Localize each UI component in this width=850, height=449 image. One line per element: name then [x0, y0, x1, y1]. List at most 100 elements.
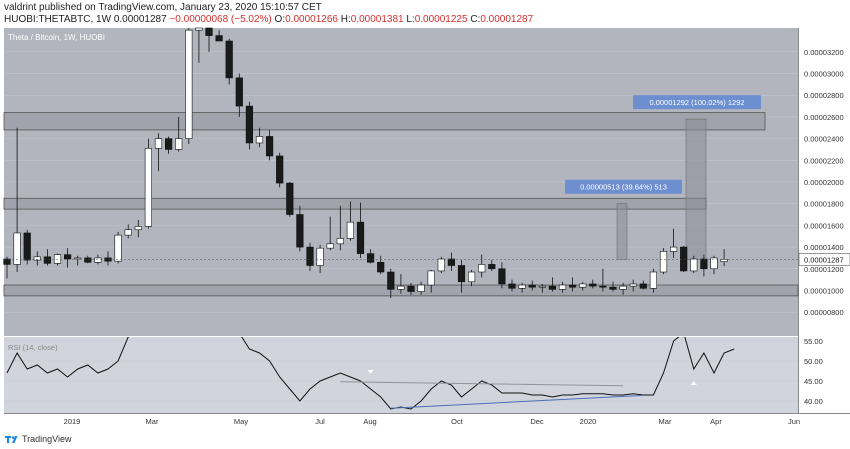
- price-tick-label: 0.00003200: [804, 48, 844, 57]
- candle-body: [13, 232, 21, 265]
- candle-body: [478, 264, 486, 273]
- candle-body: [306, 246, 314, 266]
- price-axis[interactable]: [798, 28, 850, 413]
- measure-range: [616, 203, 628, 260]
- candle-body: [407, 285, 415, 292]
- brand-name: TradingView: [22, 434, 72, 444]
- candle-body: [649, 271, 657, 289]
- candle-body: [235, 77, 243, 107]
- price-tick-label: 0.00001000: [804, 286, 844, 295]
- time-tick-label: 2020: [580, 417, 597, 426]
- up-arrow-marker: [690, 381, 697, 385]
- candle-body: [397, 285, 405, 290]
- last-price-label: 0.00001287: [804, 255, 844, 264]
- candle-body: [3, 258, 11, 265]
- time-tick-label: 2019: [64, 417, 81, 426]
- price-tick-label: 0.00000800: [804, 308, 844, 317]
- change: −0.00000068 (−5.02%): [169, 14, 272, 25]
- candle-body: [245, 105, 254, 144]
- candle-body: [165, 138, 173, 150]
- rsi-tick-label: 45.00: [804, 377, 823, 386]
- down-arrow-marker: [367, 370, 374, 374]
- candle-body: [528, 284, 536, 288]
- candle-body: [43, 256, 51, 264]
- time-tick-label: Aug: [363, 417, 376, 426]
- price-tick-label: 0.00002800: [804, 91, 844, 100]
- candle-body: [538, 285, 546, 288]
- candle-body: [144, 148, 153, 227]
- candle-body: [629, 283, 637, 287]
- candle-body: [23, 232, 31, 261]
- candle-body: [316, 247, 324, 266]
- time-tick-label: Jul: [315, 417, 325, 426]
- candle-body: [447, 258, 456, 266]
- time-tick-label: Mar: [146, 417, 159, 426]
- price-tick-label: 0.00001200: [804, 265, 844, 274]
- low-value: 0.00001225: [414, 14, 468, 25]
- candle-body: [366, 253, 375, 263]
- price-tick-label: 0.00002600: [804, 113, 844, 122]
- price-tick-label: 0.00002200: [804, 156, 844, 165]
- candle-body: [94, 257, 102, 263]
- candle-body: [195, 27, 203, 31]
- time-tick-label: Apr: [710, 417, 722, 426]
- candle-body: [690, 258, 698, 272]
- candle-body: [74, 257, 82, 260]
- measure-label-box: [565, 179, 682, 194]
- candle-body: [64, 254, 72, 260]
- candle-body: [720, 259, 728, 262]
- measure-label: 0.00001292 (100.02%) 1292: [649, 98, 744, 107]
- l-label: L:: [406, 14, 415, 25]
- rsi-tick-label: 55.00: [804, 337, 823, 346]
- candle-body: [457, 265, 466, 283]
- price-tick-label: 0.00003000: [804, 70, 844, 79]
- candle-body: [215, 35, 223, 42]
- candle-body: [579, 283, 587, 288]
- price-tick-label: 0.00001400: [804, 243, 844, 252]
- candle-body: [437, 258, 445, 272]
- candle-body: [609, 286, 617, 290]
- candle-body: [225, 40, 233, 79]
- measure-label: 0.00000513 (39.64%) 513: [580, 183, 667, 192]
- chart-title: Theta / Bitcoin, 1W, HUOBI: [8, 33, 105, 42]
- high-value: 0.00001381: [350, 14, 404, 25]
- close-value: 0.00001287: [480, 14, 534, 25]
- price-tick-label: 0.00001600: [804, 221, 844, 230]
- candle-body: [84, 257, 92, 263]
- candle-body: [548, 285, 556, 290]
- candle-body: [558, 284, 567, 290]
- candle-body: [518, 284, 526, 289]
- price-tick-label: 0.00002400: [804, 135, 844, 144]
- footer[interactable]: TradingView: [4, 431, 72, 447]
- candle-body: [710, 257, 718, 270]
- candle-body: [175, 138, 183, 150]
- header: valdrint published on TradingView.com, J…: [0, 0, 850, 28]
- time-tick-label: Mar: [659, 417, 672, 426]
- candle-body: [185, 29, 193, 139]
- time-tick-label: Jun: [788, 417, 800, 426]
- tradingview-logo-icon: [5, 436, 18, 443]
- candle-body: [134, 226, 142, 231]
- candle-body: [417, 284, 425, 292]
- candle-body: [488, 264, 496, 270]
- symbol: HUOBI:THETABTC, 1W: [4, 14, 112, 25]
- rsi-trendline: [390, 394, 644, 409]
- publisher-line: valdrint published on TradingView.com, J…: [4, 2, 322, 13]
- time-axis[interactable]: [4, 413, 850, 428]
- candle-body: [498, 268, 506, 285]
- rsi-label: RSI (14, close): [8, 343, 58, 352]
- candle-body: [53, 254, 62, 264]
- candle-body: [619, 285, 627, 290]
- last-price-tag: [798, 253, 850, 266]
- candle-body: [639, 283, 647, 289]
- o-label: O:: [274, 14, 286, 25]
- rsi-pane[interactable]: [4, 337, 798, 413]
- candle-body: [669, 246, 678, 252]
- candle-body: [346, 221, 355, 239]
- candle-body: [377, 261, 385, 273]
- price-tick-label: 0.00002000: [804, 178, 844, 187]
- candle-body: [33, 256, 41, 261]
- candle-body: [427, 270, 435, 286]
- candle-body: [286, 182, 294, 215]
